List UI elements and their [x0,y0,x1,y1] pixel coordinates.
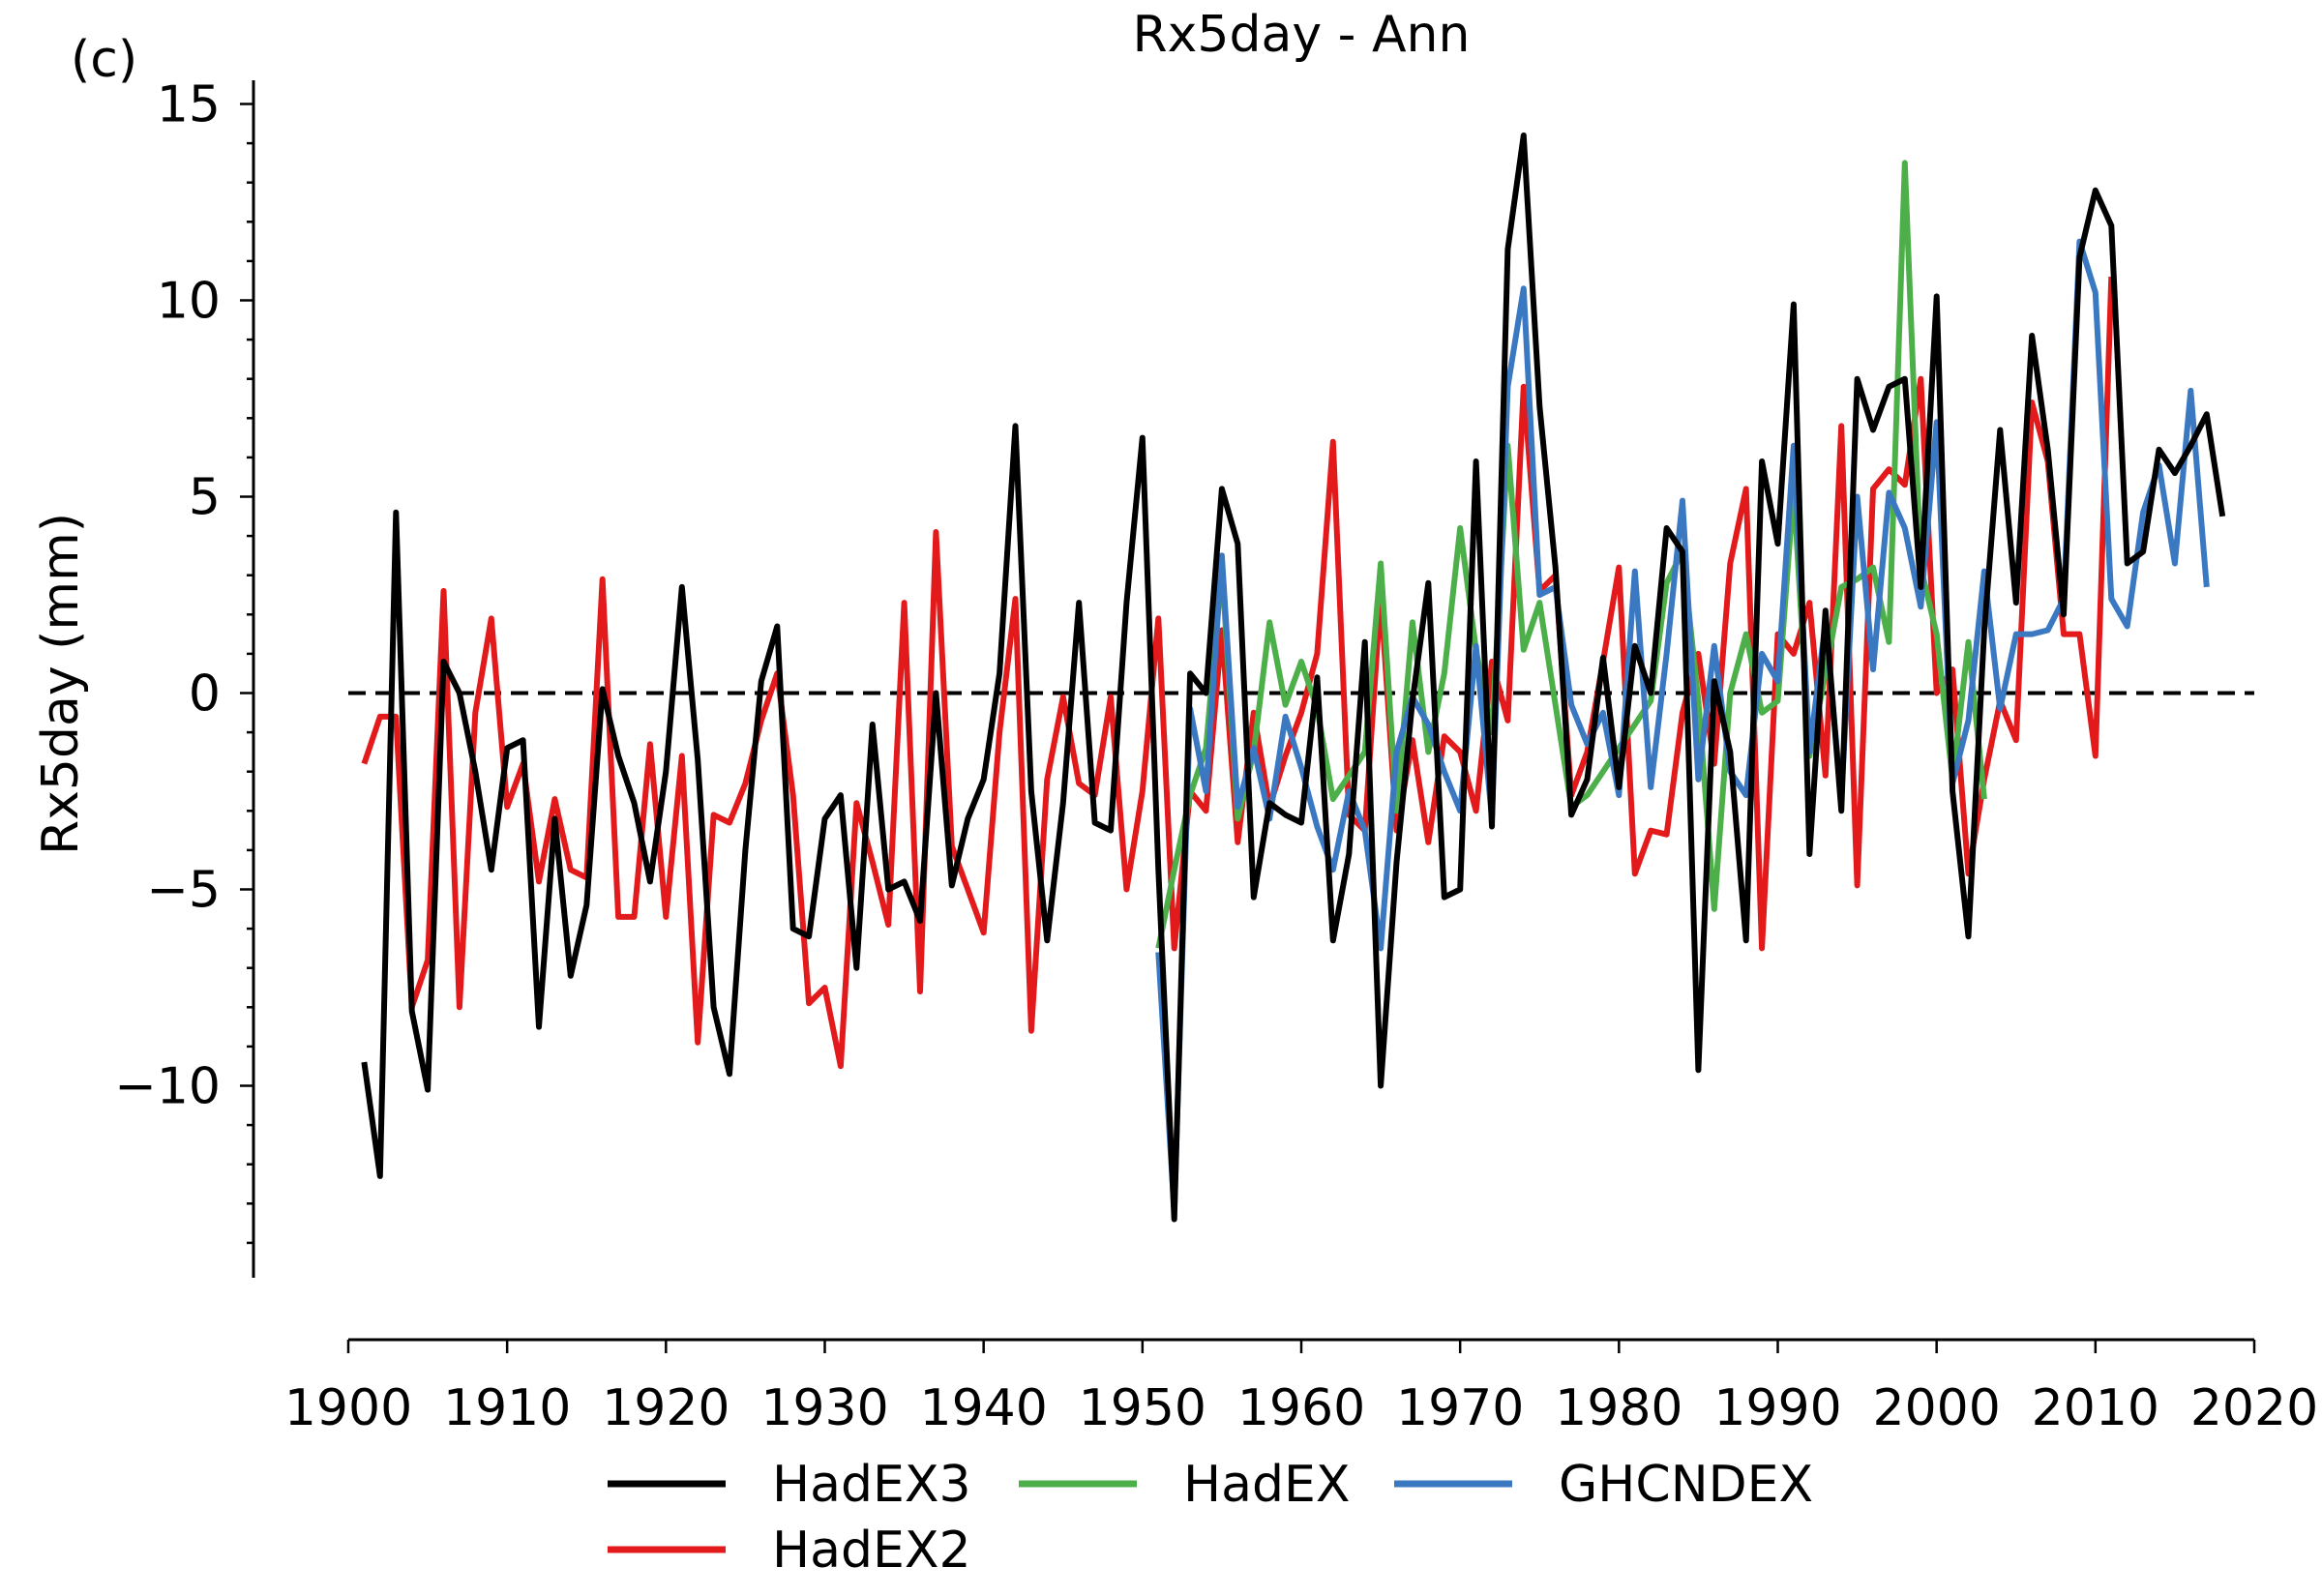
y-tick-label: 0 [189,665,221,724]
y-tick-label: −10 [114,1058,221,1116]
panel-label: (c) [71,31,137,89]
x-tick-label: 1910 [443,1379,571,1437]
y-tick-label: 15 [157,76,221,134]
x-tick-label: 1990 [1713,1379,1841,1437]
x-tick-label: 2000 [1872,1379,2000,1437]
y-tick-label: −5 [146,862,221,920]
legend-label: GHCNDEX [1559,1456,1813,1514]
x-tick-label: 1980 [1555,1379,1682,1437]
series-line-ghcndex [1155,238,2210,1215]
x-tick-label: 1940 [919,1379,1047,1437]
chart-title: Rx5day - Ann [1133,6,1471,64]
x-tick-label: 1930 [760,1379,888,1437]
x-tick-label: 1970 [1396,1379,1524,1437]
y-tick-label: 10 [157,273,221,331]
x-tick-label: 2010 [2032,1379,2159,1437]
x-axis-ticks: 1900 1910 1920 1930 1940 1950 1960 1970 1980 1990… [284,1340,2318,1437]
legend-label: HadEX [1183,1456,1350,1514]
series-line-hadex3 [361,133,2226,1223]
y-tick-label: 5 [189,469,221,527]
x-tick-label: 1950 [1079,1379,1206,1437]
legend-label: HadEX3 [772,1456,971,1514]
x-tick-label: 1960 [1237,1379,1365,1437]
x-tick-label: 1920 [602,1379,729,1437]
x-tick-label: 1900 [284,1379,412,1437]
y-axis-label: Rx5day (mm) [32,513,90,855]
legend: HadEX3 HadEX GHCNDEX HadEX2 [608,1456,1813,1580]
series-lines [361,133,2226,1223]
x-tick-label: 2020 [2190,1379,2318,1437]
legend-label: HadEX2 [772,1522,971,1580]
y-axis-ticks: −10 −5 0 5 10 15 [114,76,253,1245]
